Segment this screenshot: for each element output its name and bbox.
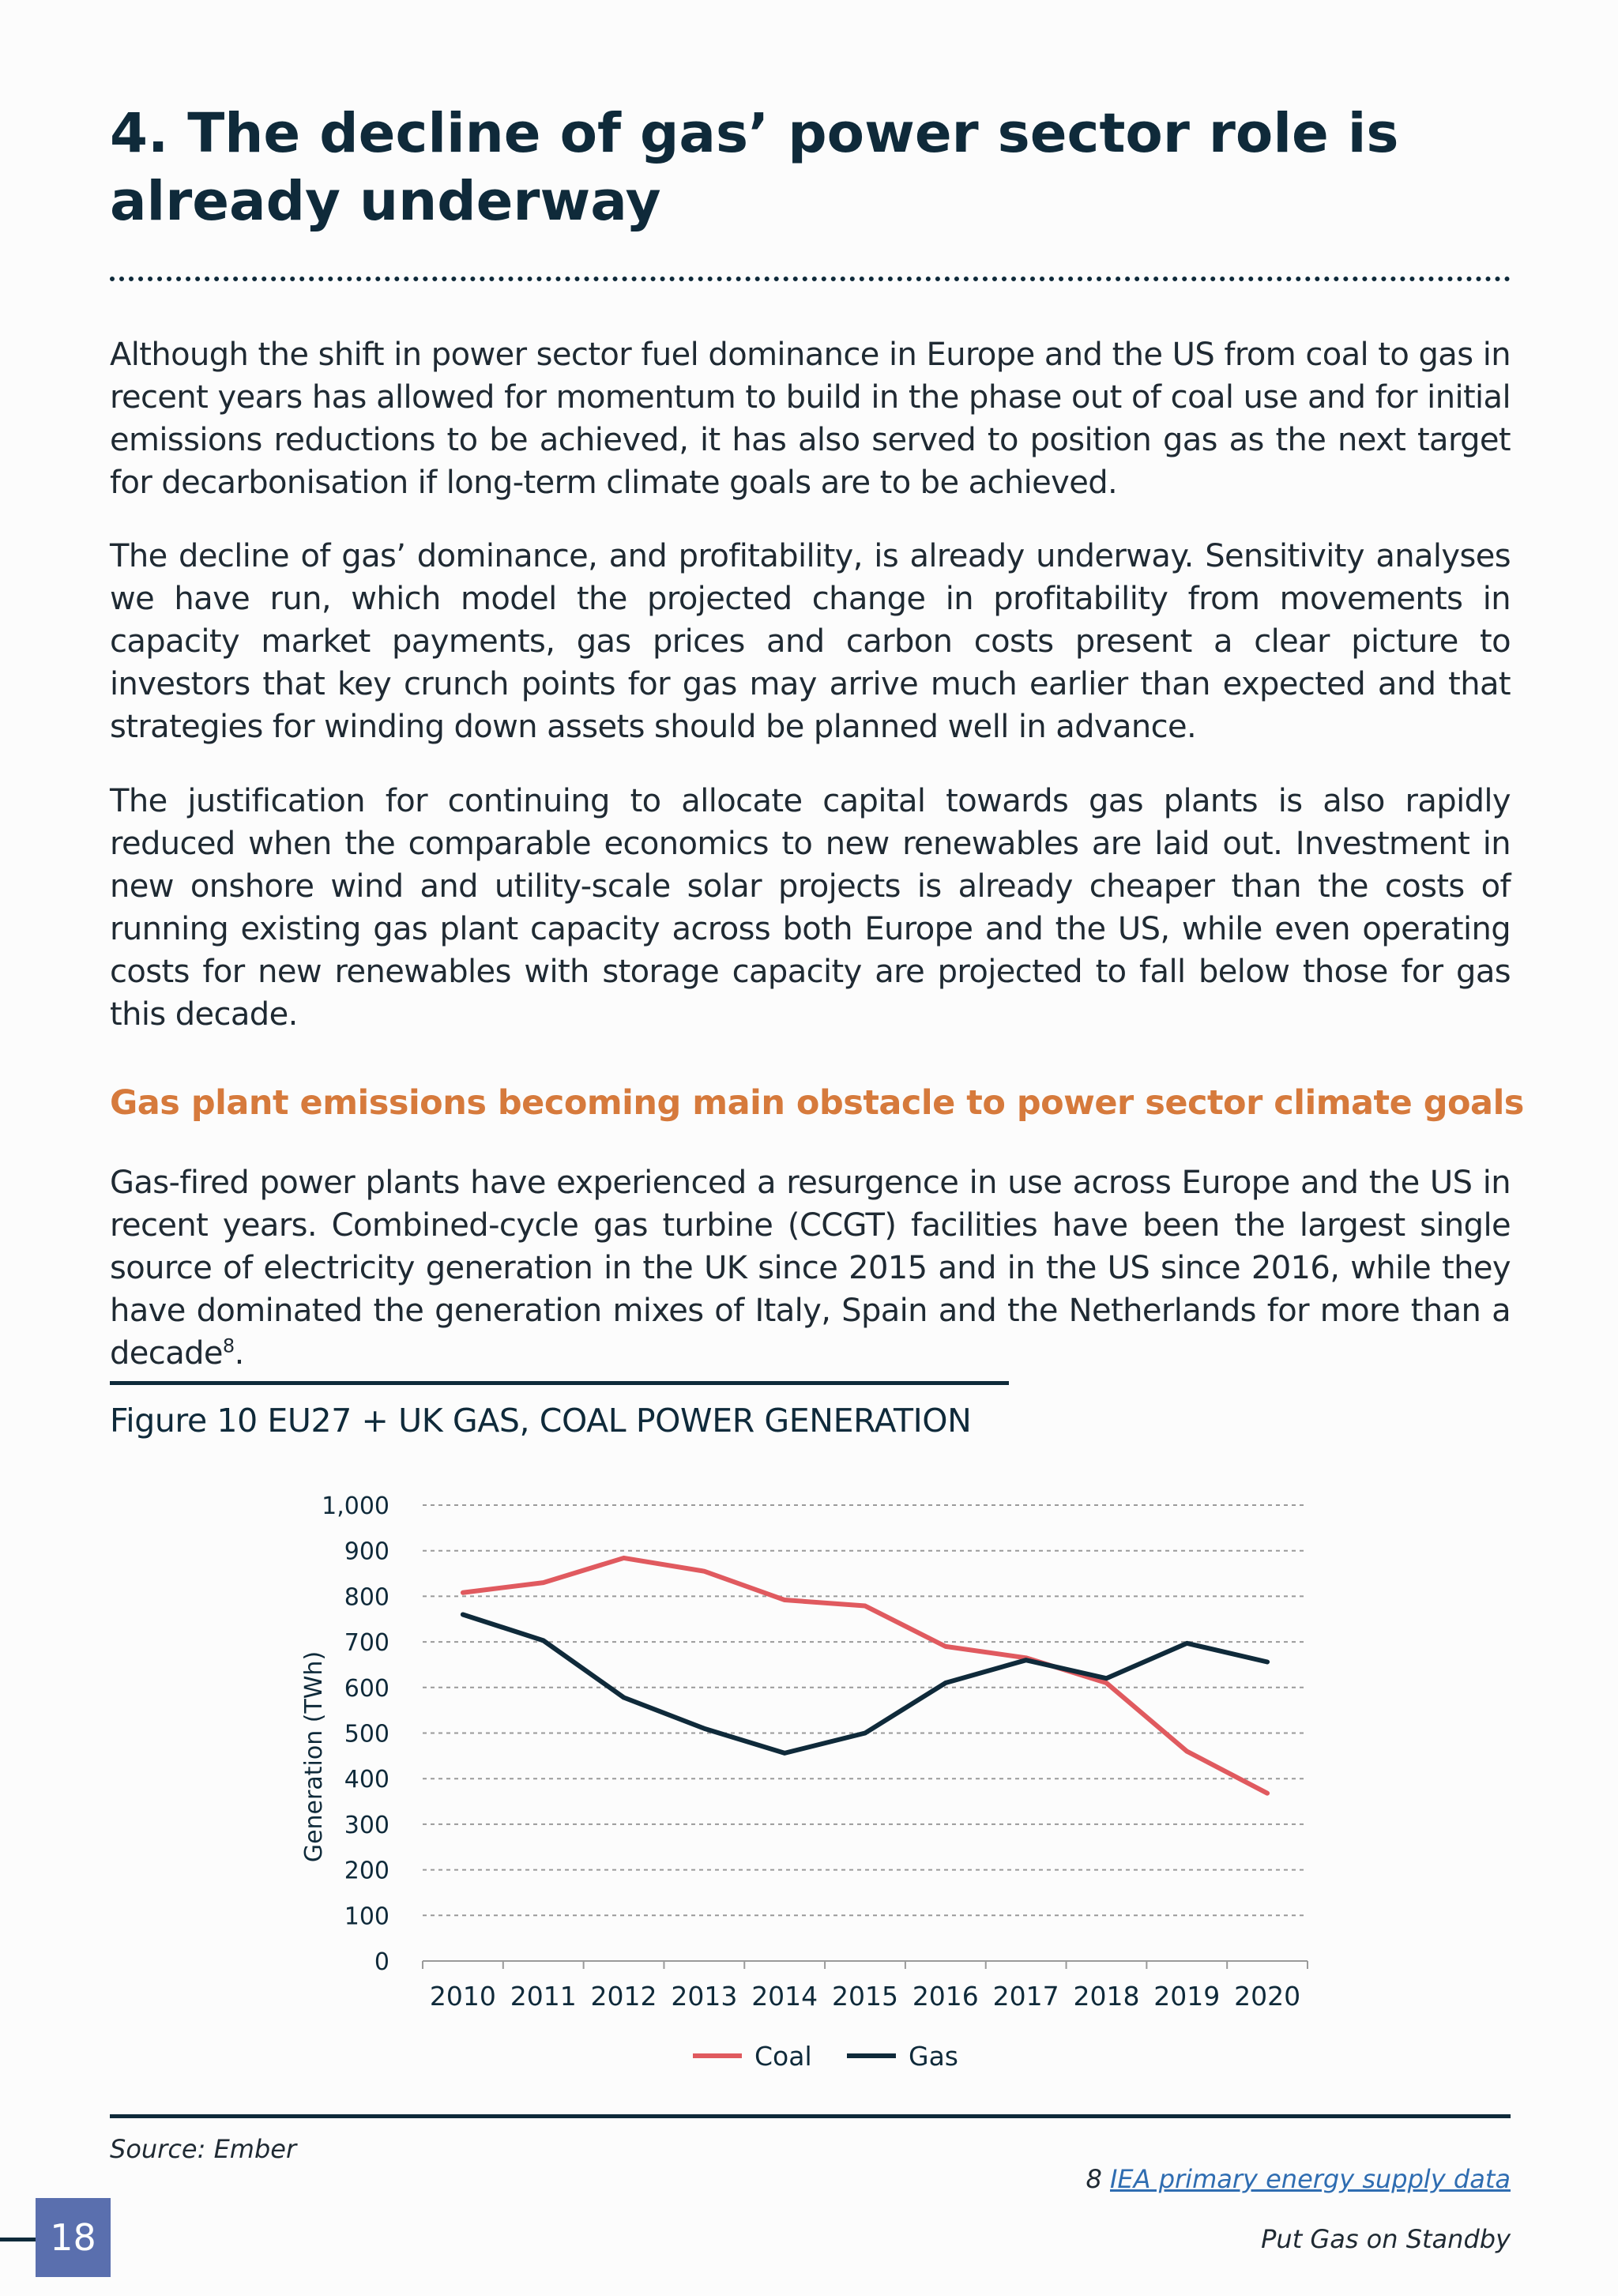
- y-tick-label: 100: [344, 1903, 389, 1930]
- y-tick-label: 400: [344, 1766, 389, 1794]
- x-tick-label: 2019: [1153, 1981, 1220, 2012]
- x-tick-label: 2018: [1073, 1981, 1139, 2012]
- page-number-line: [0, 2238, 40, 2241]
- page-title: 4. The decline of gas’ power sector role…: [110, 100, 1532, 235]
- footnote-link[interactable]: IEA primary energy supply data: [1109, 2164, 1511, 2194]
- y-tick-label: 1,000: [322, 1492, 389, 1520]
- y-axis-label: Generation (TWh): [300, 1651, 328, 1862]
- y-tick-label: 300: [344, 1812, 389, 1839]
- series-line-coal: [460, 1555, 1270, 1796]
- figure-top-rule: [110, 1381, 1009, 1385]
- y-tick-label: 200: [344, 1858, 389, 1885]
- x-tick-label: 2014: [751, 1981, 818, 2012]
- series-line-gas: [460, 1612, 1270, 1756]
- footnote: 8 IEA primary energy supply data: [1086, 2163, 1511, 2195]
- footnote-reference[interactable]: 8: [222, 1334, 235, 1357]
- chart-axes: 0 100 200 300 400 500 600 700 800 900 1,000 2010 201…: [300, 1492, 1308, 2012]
- chart-series: [460, 1555, 1270, 1796]
- x-tick-label: 2010: [430, 1981, 496, 2012]
- figure-source: Source: Ember: [110, 2134, 297, 2164]
- body-paragraph-3: The justification for continuing to allo…: [110, 783, 1511, 1033]
- x-tick-label: 2016: [912, 1981, 979, 2012]
- chart-gridlines: [423, 1504, 1308, 1917]
- x-tick-label: 2015: [832, 1981, 898, 2012]
- x-tick-label: 2012: [591, 1981, 657, 2012]
- line-chart: 0 100 200 300 400 500 600 700 800 900 1,000 2010 201…: [300, 1492, 1308, 2072]
- body-paragraph-4: Gas-fired power plants have experienced …: [110, 1161, 1511, 1375]
- page-number: 18: [36, 2198, 111, 2277]
- page-title-line-2: already underway: [110, 170, 661, 233]
- running-footer-title: Put Gas on Standby: [1261, 2224, 1511, 2254]
- figure-caption: Figure 10 EU27 + UK GAS, COAL POWER GENE…: [110, 1402, 972, 1440]
- x-tick-label: 2013: [671, 1981, 737, 2012]
- y-tick-label: 900: [344, 1538, 389, 1566]
- section-heading: Gas plant emissions becoming main obstac…: [110, 1083, 1524, 1123]
- title-divider: [110, 277, 1511, 281]
- y-tick-label: 500: [344, 1721, 389, 1748]
- figure-bottom-rule: [110, 2114, 1511, 2118]
- legend-label-gas: Gas: [909, 2041, 958, 2072]
- body-paragraph-4-end: .: [234, 1335, 245, 1372]
- page-title-line-1: 4. The decline of gas’ power sector role…: [110, 102, 1399, 165]
- legend-label-coal: Coal: [754, 2041, 812, 2072]
- y-tick-label: 700: [344, 1629, 389, 1657]
- x-tick-label: 2020: [1234, 1981, 1300, 2012]
- x-tick-label: 2017: [993, 1981, 1059, 2012]
- y-tick-label: 800: [344, 1583, 389, 1611]
- y-tick-label: 0: [374, 1948, 389, 1976]
- chart-legend: Coal Gas: [693, 2041, 958, 2072]
- body-paragraph-4-text: Gas-fired power plants have experienced …: [110, 1165, 1511, 1372]
- body-paragraph-2: The decline of gas’ dominance, and profi…: [110, 538, 1511, 745]
- x-tick-label: 2011: [510, 1981, 577, 2012]
- y-tick-label: 600: [344, 1675, 389, 1703]
- footnote-number: 8: [1086, 2164, 1102, 2194]
- body-paragraph-1: Although the shift in power sector fuel …: [110, 337, 1511, 501]
